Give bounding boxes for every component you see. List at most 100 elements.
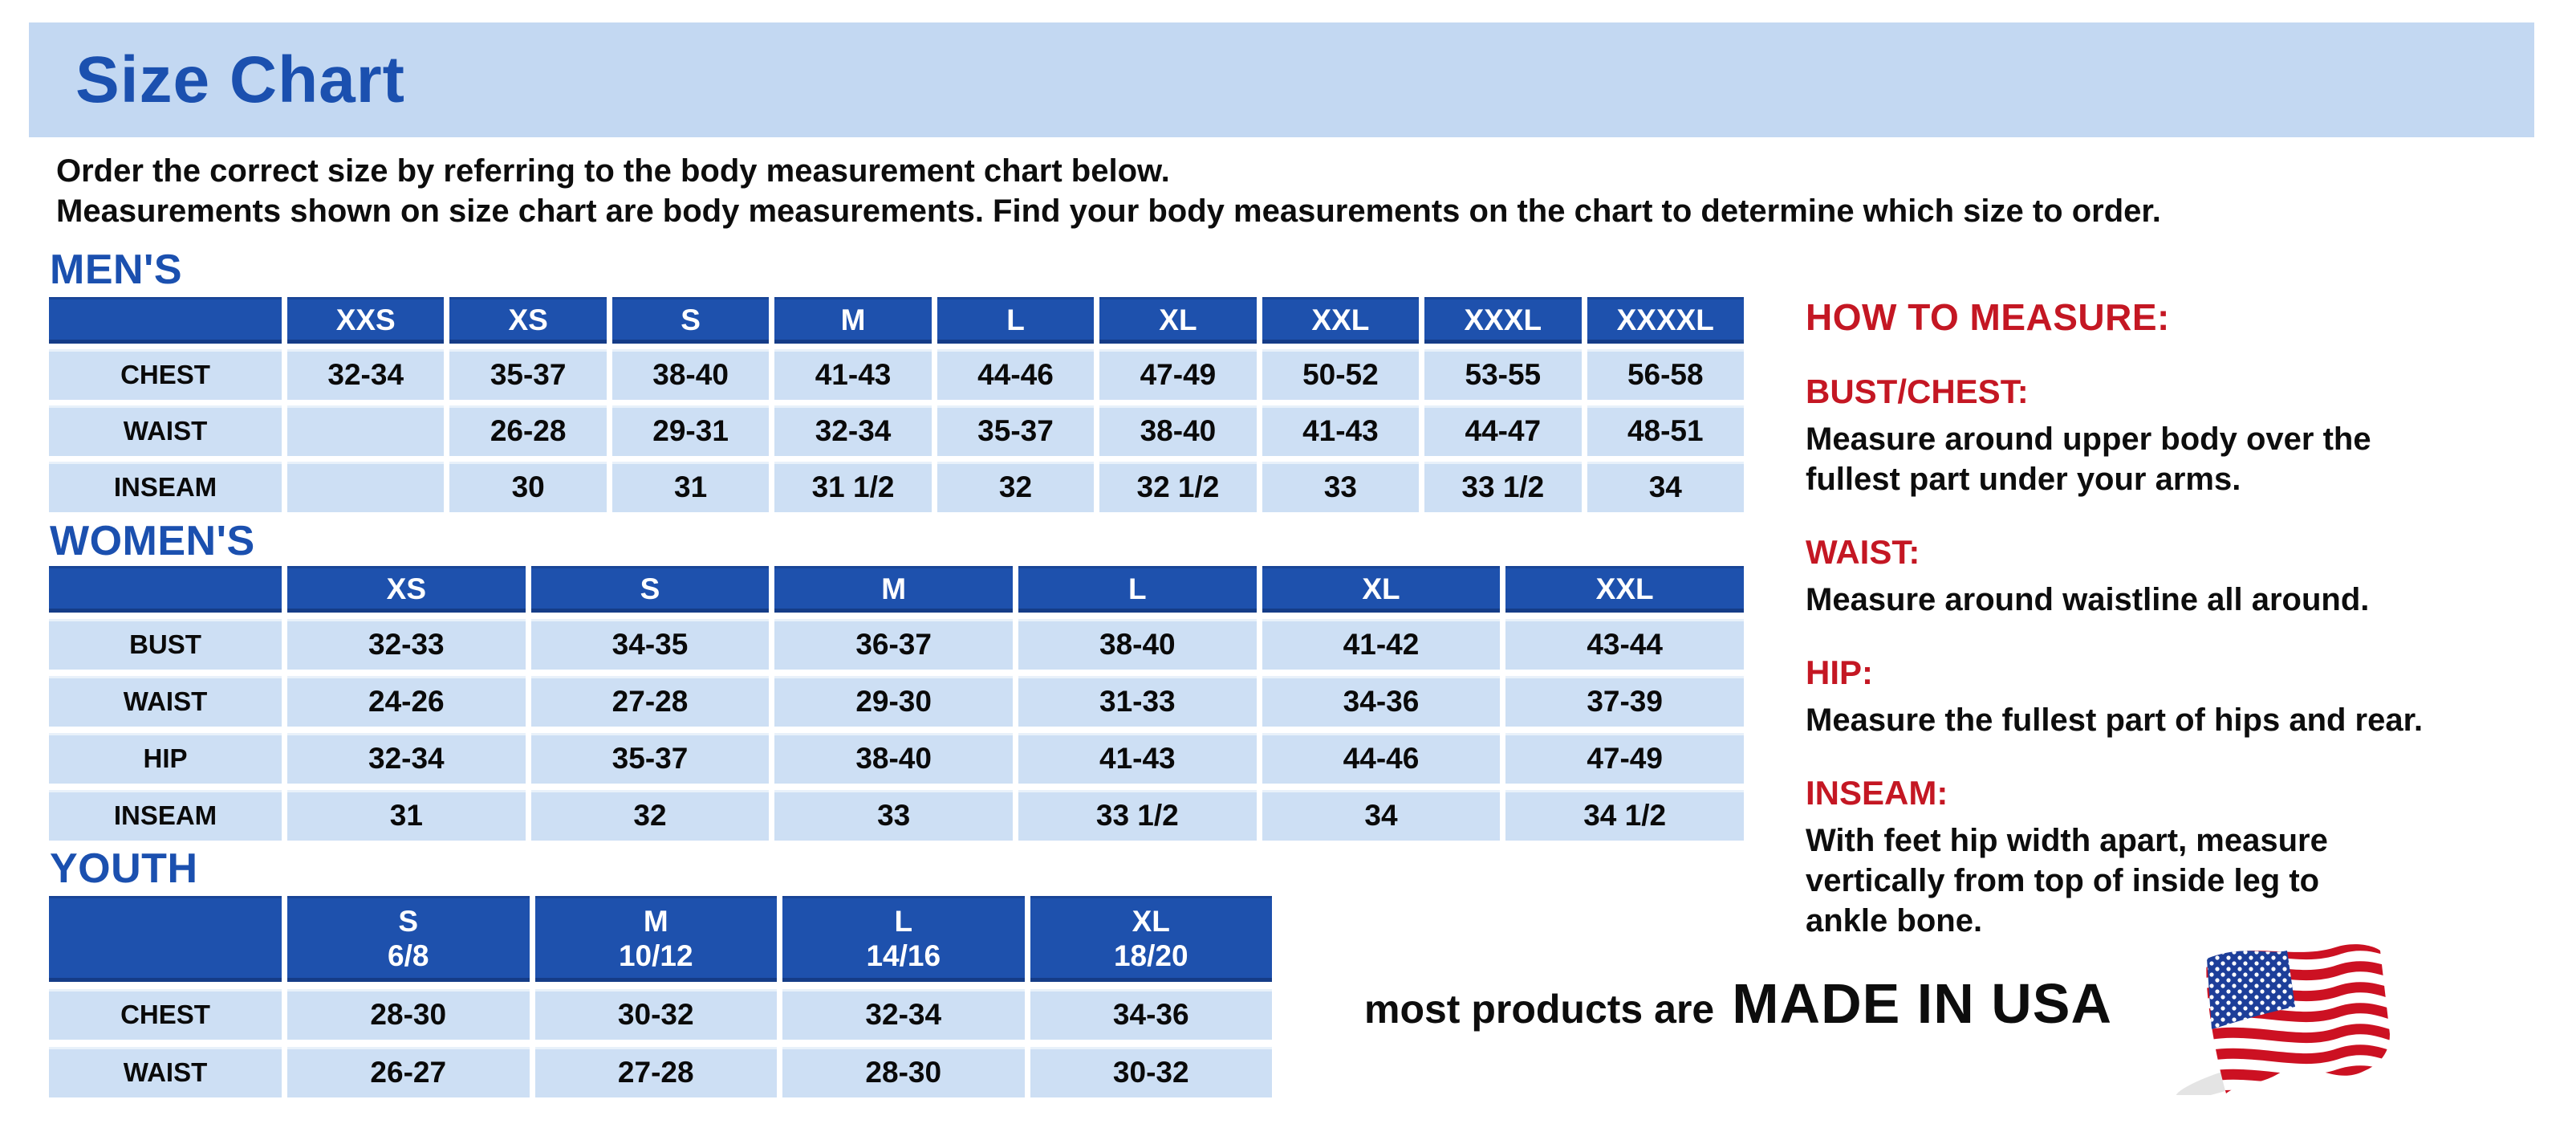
value-cell: 44-46 bbox=[1262, 733, 1501, 784]
value-cell: 32 1/2 bbox=[1099, 462, 1257, 512]
row-label-cell: CHEST bbox=[49, 989, 282, 1040]
measure-item-label: HIP: bbox=[1806, 654, 1873, 691]
table-corner-cell bbox=[49, 566, 282, 613]
value-cell: 47-49 bbox=[1505, 733, 1744, 784]
measure-item: BUST/CHEST: Measure around upper body ove… bbox=[1806, 373, 2528, 499]
value-cell: 32-34 bbox=[287, 733, 526, 784]
column-header-cell: XXXXL bbox=[1587, 297, 1744, 344]
measure-item-label: INSEAM: bbox=[1806, 774, 1948, 812]
measure-items: BUST/CHEST: Measure around upper body ove… bbox=[1806, 373, 2528, 941]
value-cell: 26-28 bbox=[449, 405, 607, 456]
value-cell: 27-28 bbox=[534, 1047, 777, 1097]
value-cell: 26-27 bbox=[287, 1047, 530, 1097]
value-cell: 29-30 bbox=[774, 676, 1013, 727]
value-cell: 30-32 bbox=[1030, 1047, 1272, 1097]
intro-line-1: Order the correct size by referring to t… bbox=[56, 153, 1170, 189]
value-cell: 34-35 bbox=[530, 619, 770, 670]
value-cell: 32-34 bbox=[782, 989, 1025, 1040]
value-cell: 48-51 bbox=[1587, 405, 1744, 456]
row-label-cell: BUST bbox=[49, 619, 282, 670]
value-cell: 44-46 bbox=[937, 349, 1095, 400]
value-cell: 41-43 bbox=[1018, 733, 1257, 784]
value-cell: 37-39 bbox=[1505, 676, 1744, 727]
value-cell: 24-26 bbox=[287, 676, 526, 727]
measure-item-text: Measure the fullest part of hips and rea… bbox=[1806, 702, 2424, 738]
value-cell bbox=[287, 405, 445, 456]
value-cell: 31-33 bbox=[1018, 676, 1257, 727]
row-label-cell: WAIST bbox=[49, 1047, 282, 1097]
value-cell: 41-42 bbox=[1262, 619, 1501, 670]
value-cell: 33 1/2 bbox=[1018, 790, 1257, 841]
intro-text: Order the correct size by referring to t… bbox=[56, 151, 2161, 231]
value-cell: 36-37 bbox=[774, 619, 1013, 670]
value-cell: 34 1/2 bbox=[1505, 790, 1744, 841]
womens-section-heading: WOMEN'S bbox=[50, 518, 255, 564]
value-cell: 30-32 bbox=[534, 989, 777, 1040]
value-cell: 34-36 bbox=[1030, 989, 1272, 1040]
page-title: Size Chart bbox=[75, 43, 405, 116]
value-cell: 33 bbox=[774, 790, 1013, 841]
column-header-cell: XL 18/20 bbox=[1030, 896, 1272, 982]
column-header-cell: XS bbox=[449, 297, 607, 344]
footer-prefix: most products are bbox=[1364, 987, 1715, 1032]
column-header-cell: S bbox=[530, 566, 770, 613]
row-label-cell: WAIST bbox=[49, 676, 282, 727]
column-header-cell: M bbox=[774, 297, 932, 344]
row-label-cell: WAIST bbox=[49, 405, 282, 456]
measure-item-text: Measure around waistline all around. bbox=[1806, 582, 2370, 617]
mens-size-table: XXS XS S M L XL XXL XXXL XXXXL CHEST 32-34 35-37 38-… bbox=[49, 297, 1744, 512]
value-cell: 53-55 bbox=[1424, 349, 1582, 400]
column-header-cell: XL bbox=[1262, 566, 1501, 613]
value-cell: 32-33 bbox=[287, 619, 526, 670]
value-cell: 32 bbox=[937, 462, 1095, 512]
table-corner-cell bbox=[49, 896, 282, 982]
value-cell: 32-34 bbox=[774, 405, 932, 456]
column-header-cell: L bbox=[1018, 566, 1257, 613]
measure-item-label: WAIST: bbox=[1806, 533, 1920, 571]
value-cell: 34-36 bbox=[1262, 676, 1501, 727]
value-cell: 31 bbox=[287, 790, 526, 841]
intro-line-2: Measurements shown on size chart are bod… bbox=[56, 193, 2161, 229]
column-header-cell: M bbox=[774, 566, 1013, 613]
how-to-measure-heading: HOW TO MEASURE: bbox=[1806, 296, 2170, 338]
row-label-cell: INSEAM bbox=[49, 790, 282, 841]
youth-section-heading: YOUTH bbox=[50, 845, 198, 892]
value-cell: 33 1/2 bbox=[1424, 462, 1582, 512]
made-in-usa-line: most products are MADE IN USA bbox=[1364, 971, 2112, 1036]
value-cell: 41-43 bbox=[1262, 405, 1420, 456]
column-header-cell: XXS bbox=[287, 297, 445, 344]
value-cell: 27-28 bbox=[530, 676, 770, 727]
value-cell: 28-30 bbox=[782, 1047, 1025, 1097]
womens-size-table: XS S M L XL XXL BUST 32-33 34-35 36-37 38-40 41-42 4… bbox=[49, 566, 1744, 841]
footer-made-in: MADE IN USA bbox=[1732, 972, 2113, 1035]
value-cell: 35-37 bbox=[937, 405, 1095, 456]
youth-size-table: S 6/8 M 10/12 L 14/16 XL 18/20 CHEST 28-30 30-32 32… bbox=[49, 896, 1272, 1097]
measure-item: WAIST: Measure around waistline all aroun… bbox=[1806, 533, 2528, 620]
value-cell: 35-37 bbox=[449, 349, 607, 400]
column-header-cell: S bbox=[611, 297, 770, 344]
column-header-cell: L bbox=[937, 297, 1095, 344]
value-cell: 28-30 bbox=[287, 989, 530, 1040]
measure-item: INSEAM: With feet hip width apart, measur… bbox=[1806, 774, 2528, 941]
column-header-cell: S 6/8 bbox=[287, 896, 530, 982]
column-header-cell: XXL bbox=[1505, 566, 1744, 613]
value-cell: 29-31 bbox=[611, 405, 770, 456]
row-label-cell: HIP bbox=[49, 733, 282, 784]
row-label-cell: CHEST bbox=[49, 349, 282, 400]
value-cell: 38-40 bbox=[611, 349, 770, 400]
measure-item: HIP: Measure the fullest part of hips and… bbox=[1806, 654, 2528, 740]
value-cell: 38-40 bbox=[1099, 405, 1257, 456]
value-cell bbox=[287, 462, 445, 512]
page-banner: Size Chart bbox=[29, 22, 2534, 137]
value-cell: 32 bbox=[530, 790, 770, 841]
value-cell: 34 bbox=[1587, 462, 1744, 512]
value-cell: 38-40 bbox=[774, 733, 1013, 784]
column-header-cell: M 10/12 bbox=[534, 896, 777, 982]
measure-item-text: Measure around upper body over the fulle… bbox=[1806, 421, 2371, 497]
value-cell: 30 bbox=[449, 462, 607, 512]
column-header-cell: XL bbox=[1099, 297, 1257, 344]
column-header-cell: L 14/16 bbox=[782, 896, 1025, 982]
column-header-cell: XXL bbox=[1262, 297, 1420, 344]
how-to-measure-panel: HOW TO MEASURE: BUST/CHEST: Measure aroun… bbox=[1806, 295, 2528, 941]
